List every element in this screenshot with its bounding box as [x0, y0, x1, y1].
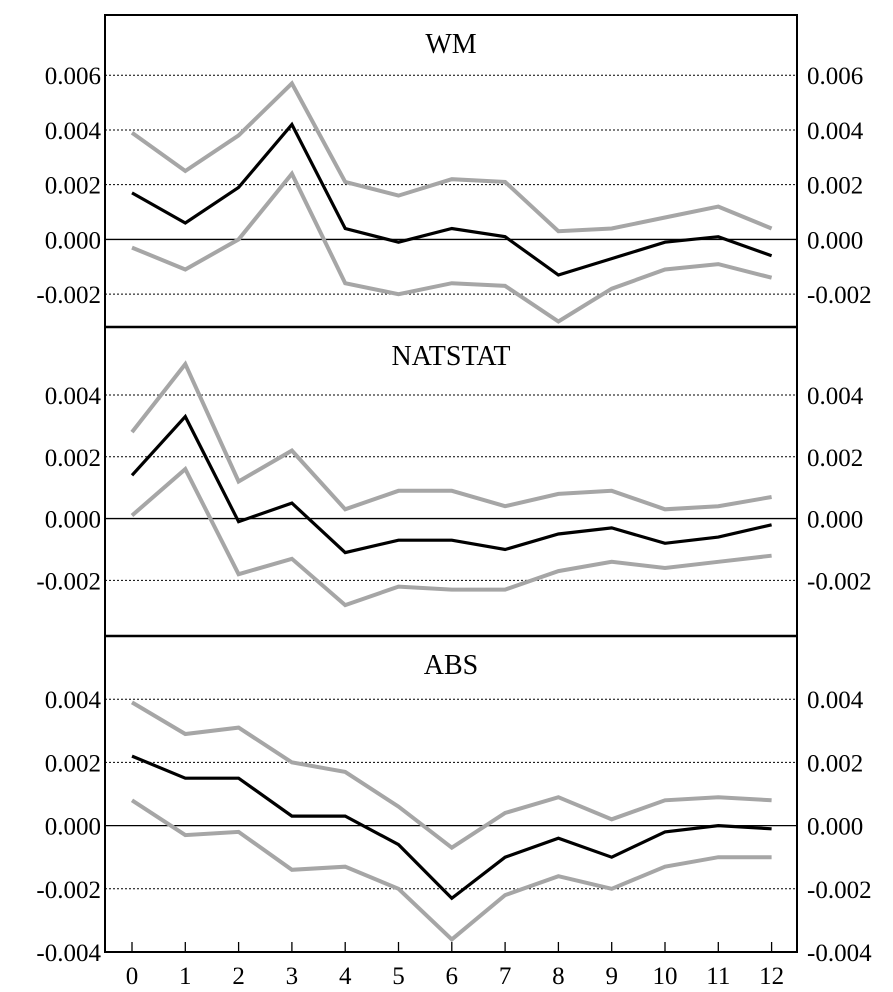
ytick-right-abs-4: 0.004: [807, 687, 864, 714]
ytick-right-abs-2: 0.000: [807, 814, 863, 841]
ytick-left-abs-0: -0.004: [36, 940, 101, 967]
xtick-label-12: 12: [759, 963, 784, 990]
ytick-right-wm-3: 0.004: [807, 118, 864, 145]
series-natstat-estimate: [130, 413, 772, 555]
xtick-label-1: 1: [179, 963, 192, 990]
ytick-right-natstat-0: -0.002: [807, 568, 872, 595]
series-abs-upper: [130, 700, 772, 851]
ytick-left-wm-1: 0.000: [45, 227, 101, 254]
ytick-right-natstat-2: 0.002: [807, 445, 863, 472]
xtick-label-10: 10: [653, 963, 678, 990]
ytick-left-wm-0: -0.002: [36, 282, 101, 309]
xtick-label-9: 9: [605, 963, 618, 990]
ytick-left-natstat-3: 0.004: [45, 383, 102, 410]
lines-layer: [130, 80, 773, 943]
ytick-right-abs-1: -0.002: [807, 877, 872, 904]
xtick-label-0: 0: [126, 963, 139, 990]
series-abs-estimate: [131, 754, 772, 901]
ytick-left-natstat-2: 0.002: [45, 445, 101, 472]
xtick-label-3: 3: [286, 963, 299, 990]
panel-title-abs: ABS: [424, 650, 478, 681]
ytick-left-abs-4: 0.004: [45, 687, 102, 714]
series-wm-upper: [130, 80, 773, 234]
panel-title-wm: WM: [425, 29, 476, 60]
ytick-left-natstat-0: -0.002: [36, 568, 101, 595]
ytick-left-wm-2: 0.002: [45, 173, 101, 200]
xtick-label-11: 11: [706, 963, 730, 990]
ytick-right-natstat-3: 0.004: [807, 383, 864, 410]
ytick-right-abs-0: -0.004: [807, 940, 872, 967]
frame-layer: [104, 14, 798, 953]
xtick-label-7: 7: [499, 963, 512, 990]
xtick-label-5: 5: [392, 963, 405, 990]
ytick-left-wm-3: 0.004: [45, 118, 102, 145]
ytick-right-wm-4: 0.006: [807, 63, 863, 90]
panel-title-natstat: NATSTAT: [391, 341, 510, 372]
ytick-right-natstat-1: 0.000: [807, 507, 863, 534]
ytick-left-abs-3: 0.002: [45, 750, 101, 777]
xtick-label-4: 4: [339, 963, 352, 990]
ytick-right-abs-3: 0.002: [807, 750, 863, 777]
series-abs-lower: [130, 798, 772, 943]
ytick-right-wm-2: 0.002: [807, 173, 863, 200]
series-wm-estimate: [131, 121, 773, 277]
xtick-label-8: 8: [552, 963, 565, 990]
series-natstat-upper: [130, 360, 772, 512]
series-wm-lower: [131, 170, 773, 324]
ytick-left-abs-2: 0.000: [45, 814, 101, 841]
xtick-label-6: 6: [446, 963, 459, 990]
ytick-left-natstat-1: 0.000: [45, 507, 101, 534]
series-natstat-lower: [130, 465, 772, 608]
ytick-right-wm-1: 0.000: [807, 227, 863, 254]
text-layer: -0.002 -0.002 0.000 0.000 0.002 0.002 0.004 0.0…: [36, 29, 872, 990]
ytick-left-abs-1: -0.002: [36, 877, 101, 904]
xtick-label-2: 2: [232, 963, 245, 990]
plot-frame: [104, 14, 798, 953]
ytick-left-wm-4: 0.006: [45, 63, 101, 90]
grid-layer: [105, 74, 797, 953]
ytick-right-wm-0: -0.002: [807, 282, 872, 309]
